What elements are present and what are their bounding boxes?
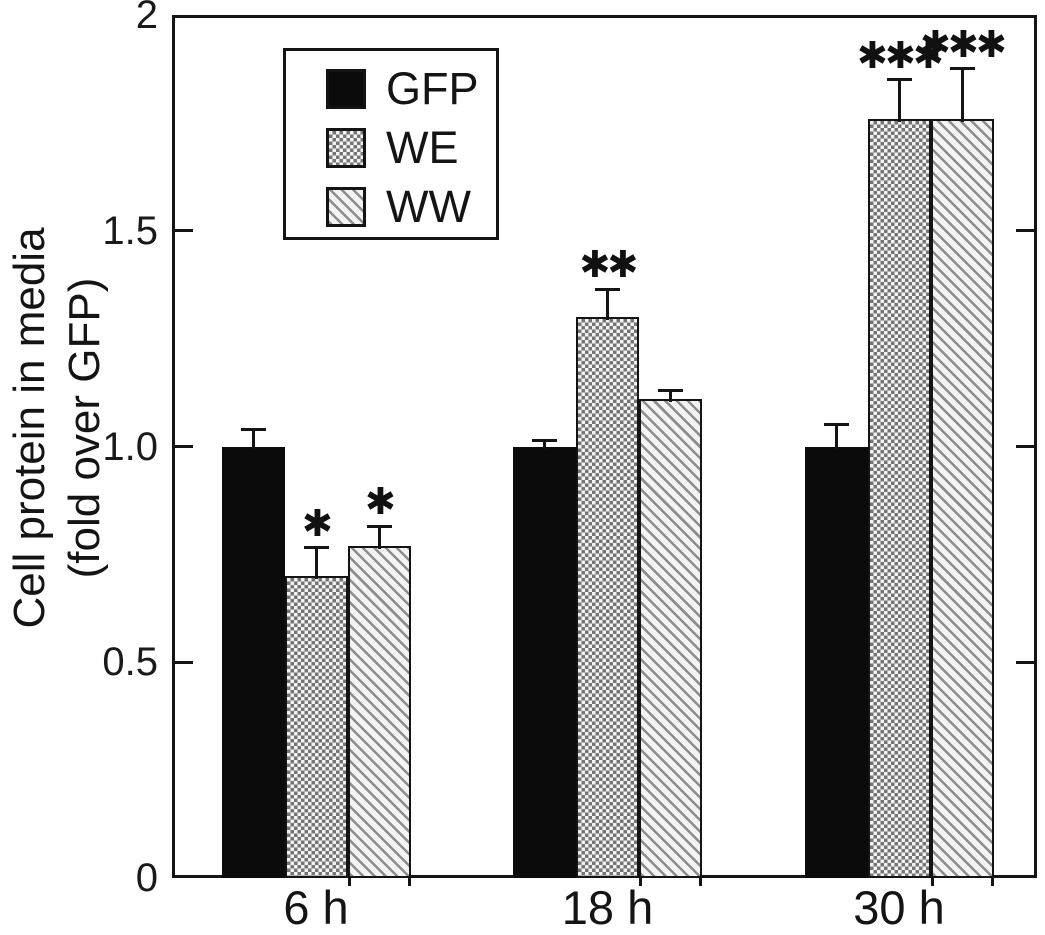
bar-outline-stub bbox=[990, 878, 994, 886]
bar-gfp-18h bbox=[513, 446, 576, 878]
error-bar-line bbox=[669, 390, 672, 403]
error-bar-cap bbox=[886, 78, 912, 82]
y-axis-tick-label: 0.5 bbox=[102, 640, 158, 685]
significance-stars: ✱✱ bbox=[579, 243, 638, 286]
legend-label-ww: WW bbox=[386, 181, 471, 232]
error-bar-line bbox=[606, 289, 609, 321]
error-bar-line bbox=[314, 547, 318, 579]
significance-stars: ✱ bbox=[301, 501, 333, 545]
bar-outline-stub bbox=[930, 878, 934, 886]
y-axis-tick-label: 1.0 bbox=[102, 424, 158, 469]
bar-ww-6h bbox=[347, 545, 411, 878]
bar-we-30h bbox=[867, 118, 931, 878]
bar-outline-stub bbox=[347, 878, 351, 886]
legend-swatch-gfp bbox=[326, 69, 366, 109]
bar-outline-stub bbox=[699, 878, 702, 886]
bar-outline-stub bbox=[407, 878, 411, 886]
error-bar-cap bbox=[532, 438, 557, 442]
error-bar-cap bbox=[366, 524, 392, 528]
error-bar-cap bbox=[949, 67, 975, 71]
x-category-label: 18 h bbox=[561, 881, 654, 934]
bar-we-18h bbox=[576, 317, 639, 878]
bar-gfp-6h bbox=[221, 446, 285, 878]
error-bar-cap bbox=[823, 423, 849, 427]
y-axis-tick-label: 2 bbox=[135, 0, 158, 37]
legend: GFP WE WW bbox=[283, 48, 499, 240]
y-axis-tick-left bbox=[175, 660, 193, 664]
bar-outline-stub bbox=[639, 878, 642, 886]
error-bar-line bbox=[543, 440, 546, 450]
y-axis-tick-right bbox=[1016, 445, 1034, 448]
bar-gfp-30h bbox=[804, 446, 868, 878]
error-bar-line bbox=[897, 79, 901, 122]
significance-stars: ✱ bbox=[364, 480, 396, 524]
y-axis-tick-right bbox=[1016, 660, 1034, 664]
bar-ww-30h bbox=[930, 118, 994, 878]
error-bar-cap bbox=[595, 287, 620, 291]
legend-swatch-ww bbox=[326, 187, 366, 227]
error-bar-cap bbox=[303, 546, 329, 550]
error-bar-cap bbox=[240, 427, 266, 431]
legend-swatch-we bbox=[326, 128, 366, 168]
error-bar-line bbox=[834, 424, 838, 450]
error-bar-cap bbox=[658, 388, 683, 392]
bar-ww-18h bbox=[639, 399, 702, 878]
legend-label-we: WE bbox=[386, 122, 459, 173]
bar-we-6h bbox=[284, 575, 348, 878]
legend-label-gfp: GFP bbox=[386, 63, 479, 114]
error-bar-line bbox=[960, 68, 964, 122]
significance-stars: ✱✱✱ bbox=[856, 33, 944, 77]
error-bar-line bbox=[377, 526, 381, 549]
error-bar-line bbox=[251, 429, 255, 450]
y-axis-tick-right bbox=[1016, 229, 1034, 233]
y-axis-tick-label: 0 bbox=[135, 856, 158, 900]
y-axis-tick-label: 1.5 bbox=[102, 208, 158, 253]
x-category-label: 30 h bbox=[853, 881, 945, 934]
x-category-label: 6 h bbox=[283, 881, 349, 934]
y-axis-tick-left bbox=[175, 445, 193, 448]
significance-stars: ✱✱✱ bbox=[919, 22, 1007, 66]
y-axis-tick-left bbox=[175, 229, 193, 233]
